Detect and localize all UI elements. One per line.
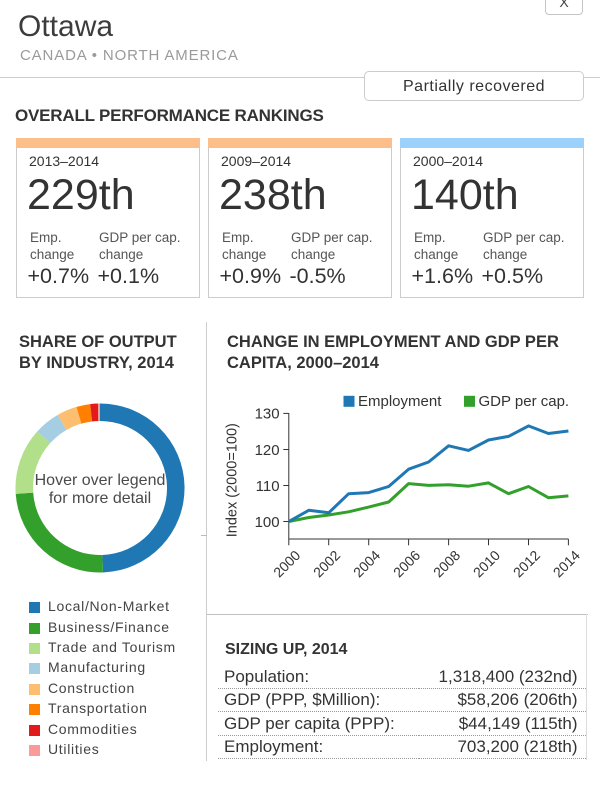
svg-text:2006: 2006 — [390, 547, 423, 580]
svg-text:2014: 2014 — [550, 547, 583, 580]
svg-text:Employment: Employment — [358, 393, 442, 410]
svg-text:2002: 2002 — [310, 547, 343, 580]
svg-text:2010: 2010 — [470, 547, 503, 580]
svg-text:2000: 2000 — [270, 547, 303, 580]
svg-text:GDP per cap.: GDP per cap. — [479, 393, 570, 410]
svg-text:130: 130 — [255, 406, 280, 423]
svg-text:120: 120 — [255, 442, 280, 459]
svg-text:2004: 2004 — [350, 547, 383, 580]
svg-text:110: 110 — [256, 478, 280, 495]
svg-text:2012: 2012 — [510, 547, 543, 580]
svg-text:2008: 2008 — [430, 547, 463, 580]
svg-text:100: 100 — [255, 514, 280, 531]
svg-text:Index (2000=100): Index (2000=100) — [225, 423, 241, 537]
